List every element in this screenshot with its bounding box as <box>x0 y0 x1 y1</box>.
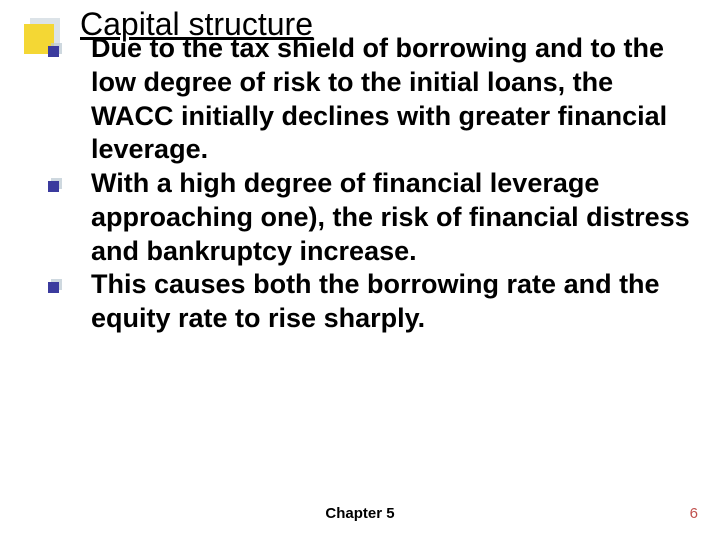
bullet-icon <box>48 46 59 57</box>
bullet-item: Due to the tax shield of borrowing and t… <box>48 32 700 167</box>
page-number: 6 <box>690 505 698 522</box>
bullet-icon <box>48 181 59 192</box>
bullet-text: Due to the tax shield of borrowing and t… <box>91 32 700 167</box>
bullet-item: This causes both the borrowing rate and … <box>48 268 700 336</box>
bullet-text: With a high degree of financial leverage… <box>91 167 700 268</box>
bullet-text: This causes both the borrowing rate and … <box>91 268 700 336</box>
bullet-item: With a high degree of financial leverage… <box>48 167 700 268</box>
bullet-icon <box>48 282 59 293</box>
footer-chapter: Chapter 5 <box>0 505 720 522</box>
slide-content: Due to the tax shield of borrowing and t… <box>48 32 700 336</box>
